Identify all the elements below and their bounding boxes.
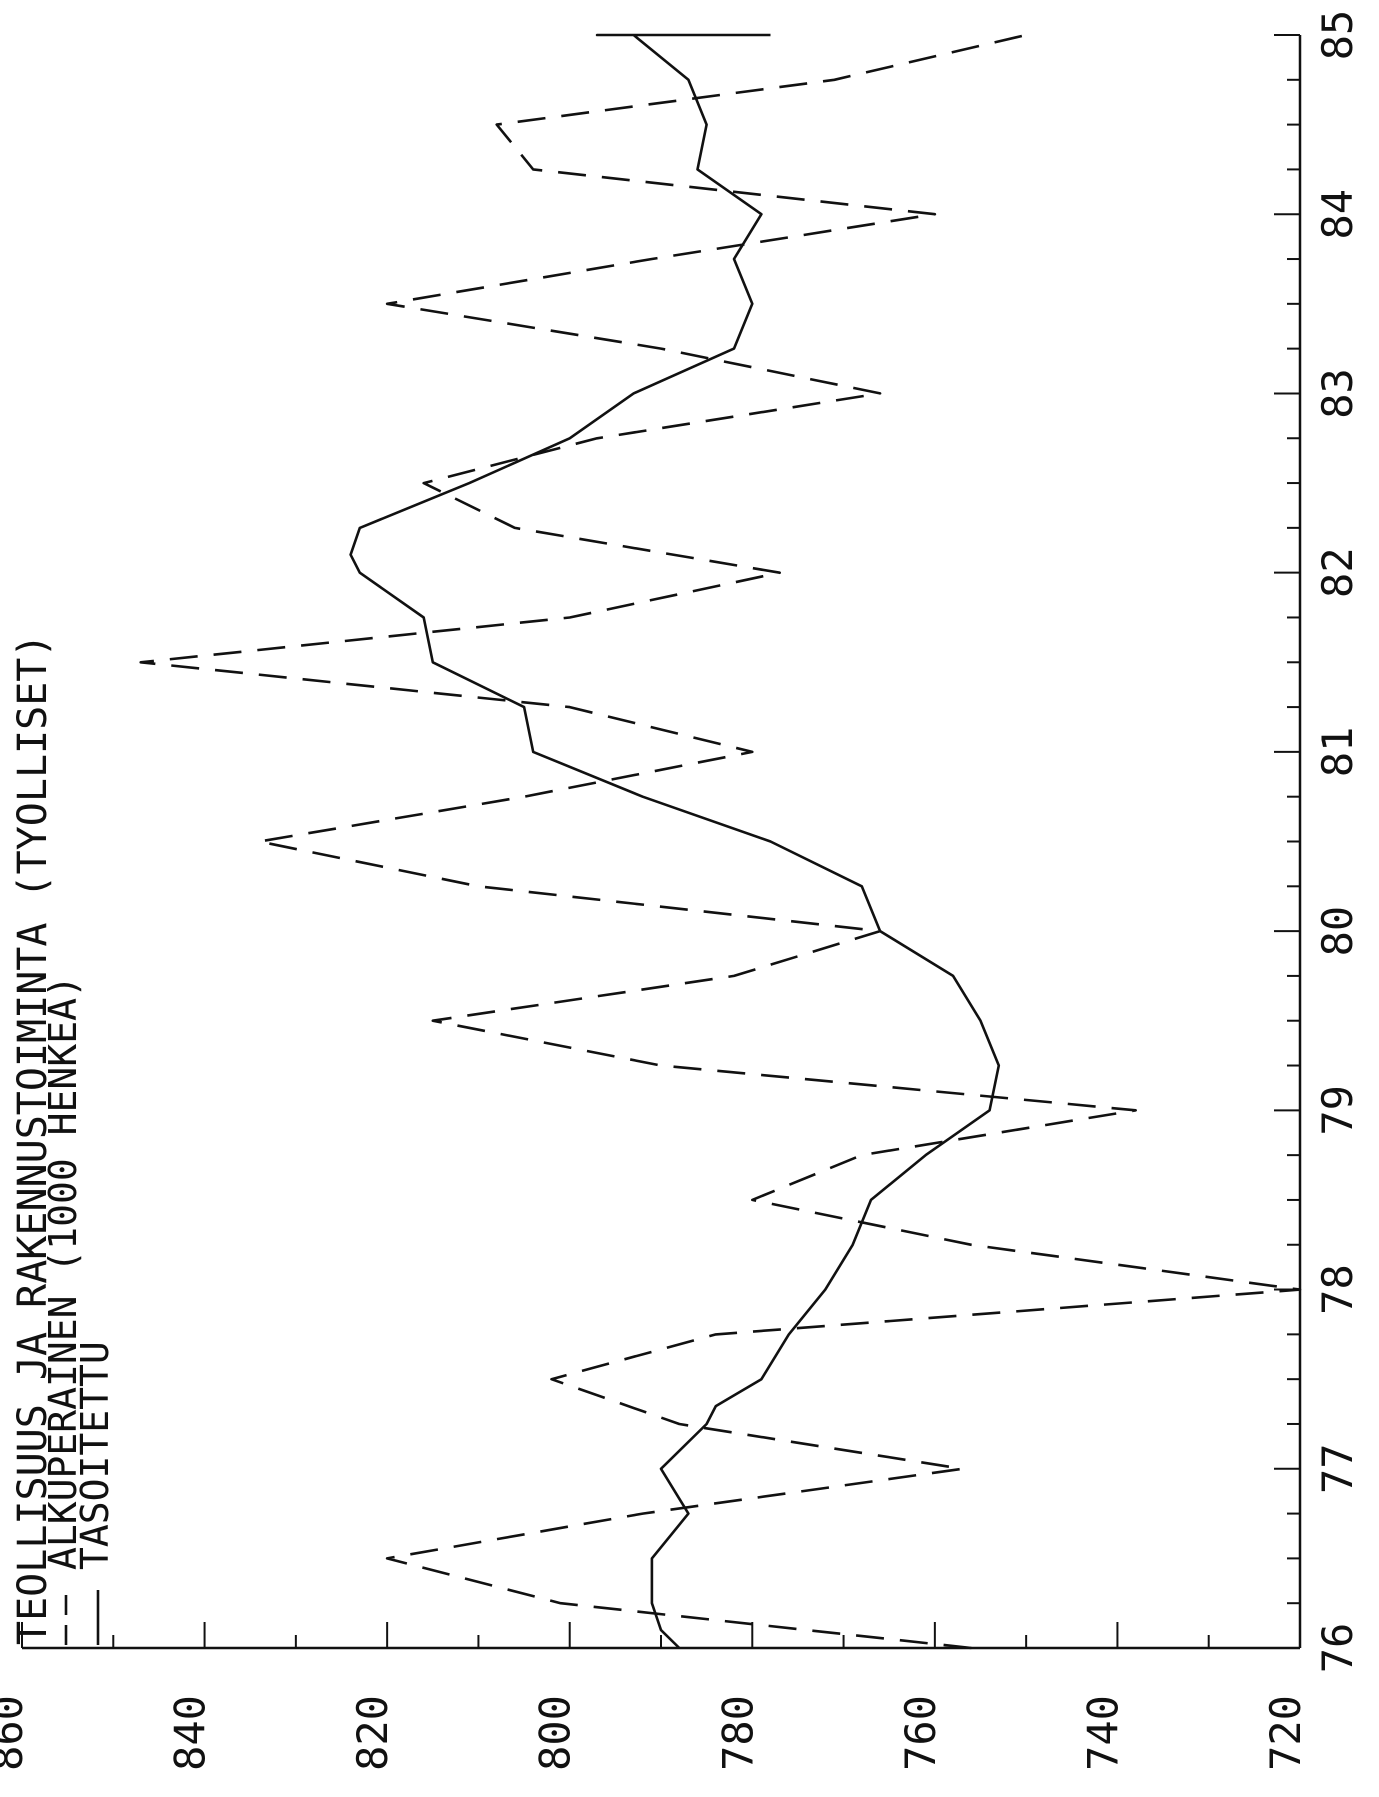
series-line-tasoitettu	[349, 33, 1001, 1649]
legend-label: TASOITETTU	[73, 1341, 117, 1570]
time-tick-label: 76	[1313, 1623, 1362, 1674]
series-line-alkuperainen	[139, 33, 1302, 1650]
value-tick-label: 720	[1261, 1695, 1310, 1771]
time-tick-label: 85	[1313, 10, 1362, 61]
value-tick-label: 780	[713, 1695, 762, 1771]
value-tick-label: 840	[166, 1695, 215, 1771]
value-tick-label: 800	[531, 1695, 580, 1771]
time-tick-label: 82	[1313, 547, 1362, 598]
value-tick-label: 820	[348, 1695, 397, 1771]
value-tick-label: 740	[1078, 1695, 1127, 1771]
time-tick-label: 79	[1313, 1085, 1362, 1136]
series-group	[139, 33, 1302, 1650]
legend-label: ALKUPERAINEN (1000 HENKEA)	[41, 975, 85, 1570]
chart-title: TEOLLISUUS JA RAKENNUSTOIMINTA (TYOLLISE…	[10, 634, 56, 1645]
time-tick-label: 78	[1313, 1264, 1362, 1315]
time-tick-label: 80	[1313, 906, 1362, 957]
value-tick-label: 760	[896, 1695, 945, 1771]
value-tick-label: 860	[0, 1695, 32, 1771]
axes	[21, 34, 1302, 1650]
time-tick-label: 77	[1313, 1443, 1362, 1494]
time-tick-label: 81	[1313, 727, 1362, 778]
labels: 76 77 78 79 80 81 82 83 84 85 720 740 760 780 800 820 84…	[0, 10, 1362, 1771]
time-tick-label: 83	[1313, 368, 1362, 419]
time-tick-label: 84	[1313, 189, 1362, 240]
